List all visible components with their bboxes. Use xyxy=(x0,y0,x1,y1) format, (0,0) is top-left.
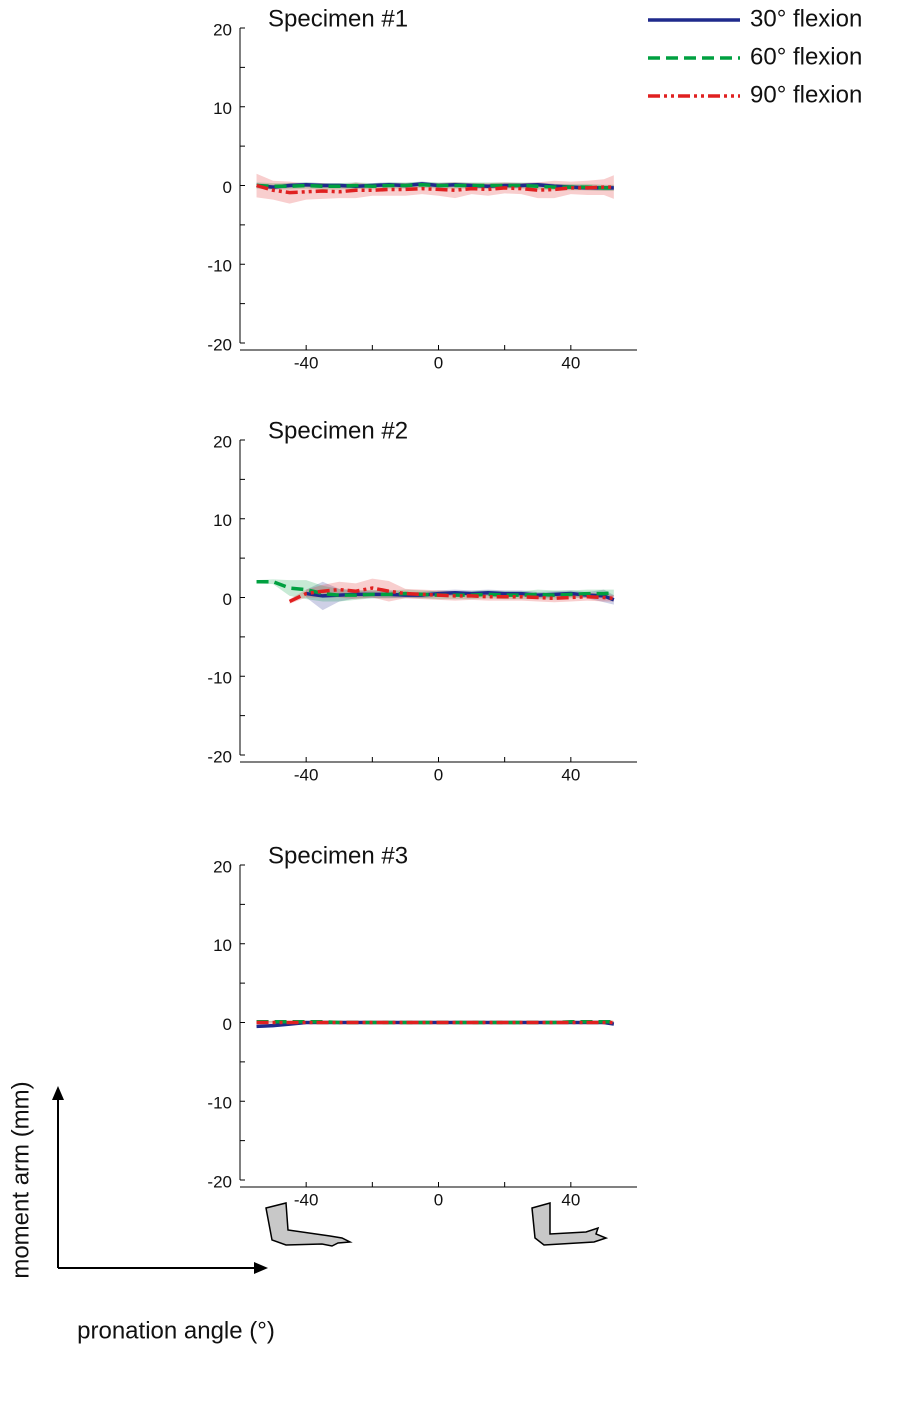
chart-title: Specimen #1 xyxy=(268,5,408,32)
legend-label: 90° flexion xyxy=(750,81,862,108)
y-tick-label: 10 xyxy=(213,936,232,955)
y-tick-label: -20 xyxy=(207,1172,232,1191)
y-tick-label: -20 xyxy=(207,747,232,766)
x-tick-label: -40 xyxy=(294,1190,319,1209)
y-tick-label: -20 xyxy=(207,335,232,354)
y-tick-label: 20 xyxy=(213,432,232,451)
legend-label: 30° flexion xyxy=(750,5,862,32)
x-tick-label: 40 xyxy=(561,1190,580,1209)
series-line xyxy=(256,183,614,195)
legend-label: 60° flexion xyxy=(750,43,862,70)
axis-arrows xyxy=(52,1086,268,1274)
y-tick-label: 0 xyxy=(223,1015,232,1034)
x-tick-label: 0 xyxy=(434,765,443,784)
y-tick-label: 20 xyxy=(213,857,232,876)
y-tick-label: 0 xyxy=(223,178,232,197)
series-line xyxy=(288,586,614,604)
y-tick-label: -10 xyxy=(207,669,232,688)
y-tick-label: -10 xyxy=(207,1094,232,1113)
x-tick-label: 40 xyxy=(561,765,580,784)
series-line xyxy=(256,182,614,190)
x-tick-label: -40 xyxy=(294,765,319,784)
y-tick-label: 10 xyxy=(213,511,232,530)
y-tick-label: 20 xyxy=(213,20,232,39)
y-tick-label: 0 xyxy=(223,590,232,609)
arm-icons xyxy=(265,1202,609,1247)
x-axis-label: pronation angle (°) xyxy=(77,1317,275,1344)
y-tick-label: 10 xyxy=(213,99,232,118)
y-axis-label: moment arm (mm) xyxy=(7,1081,34,1278)
spread-band xyxy=(256,173,614,204)
x-tick-label: -40 xyxy=(294,353,319,372)
chart-title: Specimen #3 xyxy=(268,842,408,869)
x-tick-label: 0 xyxy=(434,353,443,372)
chart-title: Specimen #2 xyxy=(268,417,408,444)
x-tick-label: 0 xyxy=(434,1190,443,1209)
x-tick-label: 40 xyxy=(561,353,580,372)
y-tick-label: -10 xyxy=(207,257,232,276)
